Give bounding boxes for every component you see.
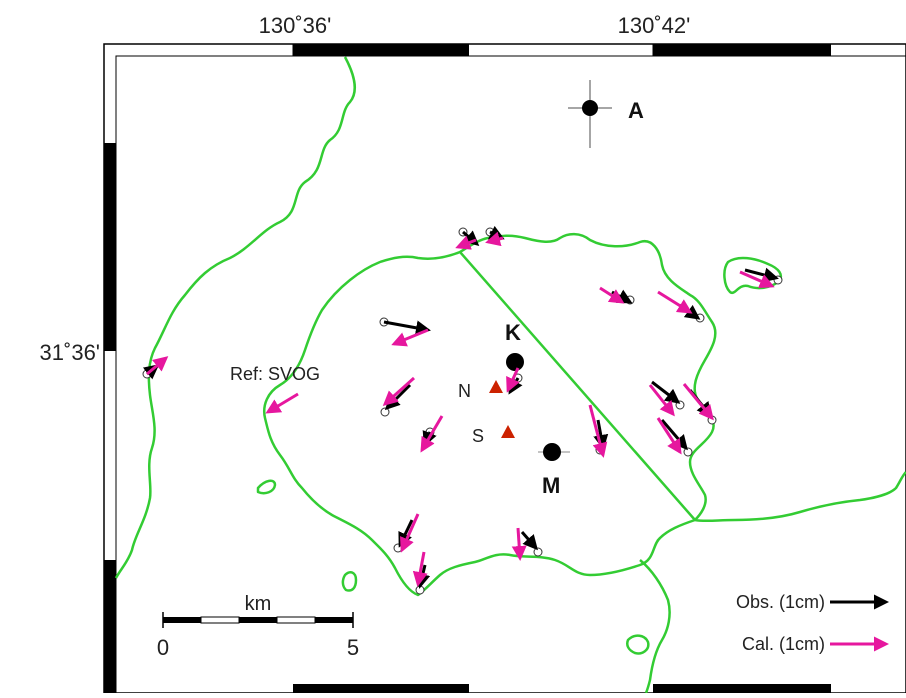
point-a <box>568 80 612 148</box>
station-8 <box>657 290 705 323</box>
scale-bar-unit: km <box>245 593 272 615</box>
point-k-label: K <box>505 320 521 345</box>
vent-s-marker <box>501 425 515 438</box>
station-1 <box>455 227 480 250</box>
station-6 <box>420 415 444 453</box>
coastline-west <box>114 56 356 579</box>
displacement-vectors <box>142 225 783 595</box>
legend: Obs. (1cm) Cal. (1cm) <box>736 592 889 654</box>
legend-calculated-label: Cal. (1cm) <box>742 634 825 654</box>
point-m <box>538 443 570 461</box>
station-2 <box>485 225 505 247</box>
coastline-island <box>263 232 906 597</box>
station-13 <box>656 417 693 457</box>
station-15 <box>412 551 431 595</box>
top-axis-label-2: 130˚42' <box>618 13 691 38</box>
vent-s-label: S <box>472 426 484 446</box>
coastline-south <box>639 559 671 694</box>
station-4 <box>380 376 416 417</box>
station-9 <box>739 267 783 289</box>
islet-3 <box>626 634 650 655</box>
islet-1 <box>256 479 277 495</box>
top-axis-label-1: 130˚36' <box>259 13 332 38</box>
point-m-label: M <box>542 473 560 498</box>
scale-bar <box>162 612 354 628</box>
station-14 <box>393 513 420 553</box>
station-3 <box>379 317 431 347</box>
station-11 <box>682 383 717 425</box>
islet-2 <box>341 571 358 592</box>
left-axis-label: 31˚36' <box>40 340 100 365</box>
station-12 <box>588 404 609 458</box>
scale-bar-max: 5 <box>347 635 359 660</box>
point-a-label: A <box>628 98 644 123</box>
station-16 <box>511 527 543 561</box>
vent-n-marker <box>489 380 503 393</box>
reference-label: Ref: SVOG <box>230 364 320 384</box>
legend-observed-label: Obs. (1cm) <box>736 592 825 612</box>
station-10 <box>648 380 685 417</box>
station-5 <box>506 367 523 395</box>
station-ref <box>142 356 169 380</box>
map-frame <box>103 43 906 694</box>
scale-bar-min: 0 <box>157 635 169 660</box>
station-7 <box>599 286 635 305</box>
point-k-marker <box>506 353 524 371</box>
vent-n-label: N <box>458 381 471 401</box>
vector-svog <box>265 392 299 414</box>
